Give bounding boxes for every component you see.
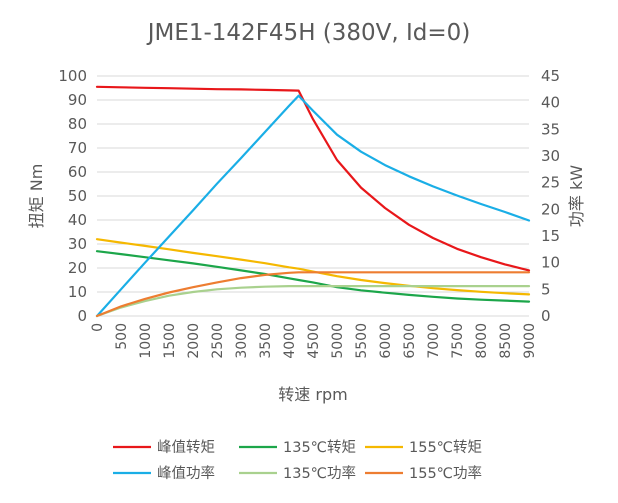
y-left-tick-label: 30 [68, 235, 87, 253]
series-lines [95, 85, 531, 318]
x-axis-label: 转速 rpm [278, 385, 347, 404]
x-tick-label: 3500 [258, 323, 274, 359]
series-line-5 [95, 271, 531, 318]
y-axis-right-label: 功率 kW [567, 165, 586, 227]
y-left-tick-label: 40 [68, 211, 87, 229]
y-right-tick-label: 45 [541, 67, 560, 85]
y-left-tick-label: 70 [68, 139, 87, 157]
y-left-tick-label: 0 [77, 307, 87, 325]
y-right-tick-label: 20 [541, 200, 560, 218]
x-tick-label: 0 [90, 323, 106, 332]
y-left-tick-label: 50 [68, 187, 87, 205]
tick-labels: 0102030405060708090100051015202530354045… [58, 67, 560, 359]
y-right-tick-label: 40 [541, 94, 560, 112]
y-right-tick-label: 35 [541, 120, 560, 138]
x-tick-label: 8000 [474, 323, 490, 359]
x-tick-label: 2500 [210, 323, 226, 359]
legend-label: 135℃转矩 [283, 439, 356, 456]
y-left-tick-label: 90 [68, 91, 87, 109]
series-line-3 [95, 94, 531, 318]
x-tick-label: 7500 [450, 323, 466, 359]
chart-title: JME1-142F45H (380V, Id=0) [146, 20, 471, 46]
x-tick-label: 3000 [234, 323, 250, 359]
y-left-tick-label: 80 [68, 115, 87, 133]
y-left-tick-label: 10 [68, 283, 87, 301]
x-tick-label: 1000 [138, 323, 154, 359]
series-line-1 [95, 250, 531, 303]
legend-label: 155℃功率 [409, 465, 482, 482]
x-tick-label: 8500 [498, 323, 514, 359]
y-right-tick-label: 30 [541, 147, 560, 165]
y-left-tick-label: 60 [68, 163, 87, 181]
series-line-4 [95, 285, 531, 318]
x-tick-label: 6000 [378, 323, 394, 359]
y-left-tick-label: 100 [58, 67, 87, 85]
x-tick-label: 6500 [402, 323, 418, 359]
series-line-0 [95, 85, 531, 272]
x-tick-label: 2000 [186, 323, 202, 359]
x-tick-label: 5500 [354, 323, 370, 359]
y-right-tick-label: 25 [541, 174, 560, 192]
x-tick-label: 4500 [306, 323, 322, 359]
x-tick-label: 500 [114, 323, 130, 350]
legend-label: 155℃转矩 [409, 439, 482, 456]
series-line-2 [95, 238, 531, 296]
legend-label: 峰值转矩 [157, 439, 215, 456]
x-tick-label: 7000 [426, 323, 442, 359]
y-left-tick-label: 20 [68, 259, 87, 277]
x-tick-label: 9000 [522, 323, 538, 359]
x-tick-label: 5000 [330, 323, 346, 359]
y-right-tick-label: 0 [541, 307, 551, 325]
legend-label: 峰值功率 [157, 465, 215, 482]
x-tick-label: 1500 [162, 323, 178, 359]
y-right-tick-label: 10 [541, 254, 560, 272]
x-tick-label: 4000 [282, 323, 298, 359]
y-right-tick-label: 15 [541, 227, 560, 245]
y-axis-left-label: 扭矩 Nm [27, 164, 46, 229]
legend-label: 135℃功率 [283, 465, 356, 482]
y-right-tick-label: 5 [541, 280, 551, 298]
